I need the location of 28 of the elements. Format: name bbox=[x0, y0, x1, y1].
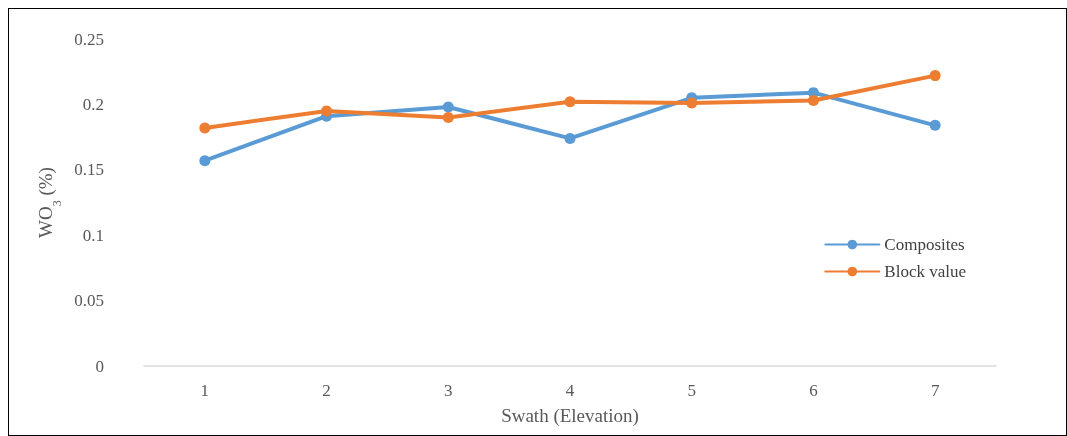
x-tick-label: 3 bbox=[444, 381, 453, 400]
point bbox=[929, 70, 941, 82]
y-tick-label: 0.1 bbox=[82, 225, 104, 245]
y-tick-label: 0.05 bbox=[74, 291, 104, 311]
point bbox=[442, 101, 454, 113]
y-tick-label: 0 bbox=[95, 356, 104, 376]
point bbox=[199, 122, 211, 134]
y-axis-title: WO3 (%) bbox=[35, 167, 65, 238]
x-tick-label: 1 bbox=[200, 381, 210, 400]
y-tick-label: 0.15 bbox=[74, 160, 104, 180]
x-tick-label: 4 bbox=[565, 381, 575, 400]
legend-label: Block value bbox=[884, 262, 966, 281]
point bbox=[321, 105, 333, 117]
point bbox=[564, 96, 576, 108]
point bbox=[564, 132, 576, 144]
x-tick-label: 7 bbox=[930, 381, 940, 400]
point bbox=[442, 111, 454, 123]
point bbox=[199, 155, 211, 167]
y-tick-label: 0.25 bbox=[74, 29, 104, 49]
x-tick-label: 5 bbox=[687, 381, 696, 400]
x-tick-label: 2 bbox=[322, 381, 331, 400]
legend-label: Composites bbox=[884, 235, 965, 254]
point bbox=[686, 97, 698, 109]
point bbox=[929, 119, 941, 131]
x-axis-title: Swath (Elevation) bbox=[501, 405, 639, 427]
x-tick-label: 6 bbox=[809, 381, 818, 400]
y-tick-label: 0.2 bbox=[82, 94, 104, 114]
point bbox=[807, 94, 819, 106]
